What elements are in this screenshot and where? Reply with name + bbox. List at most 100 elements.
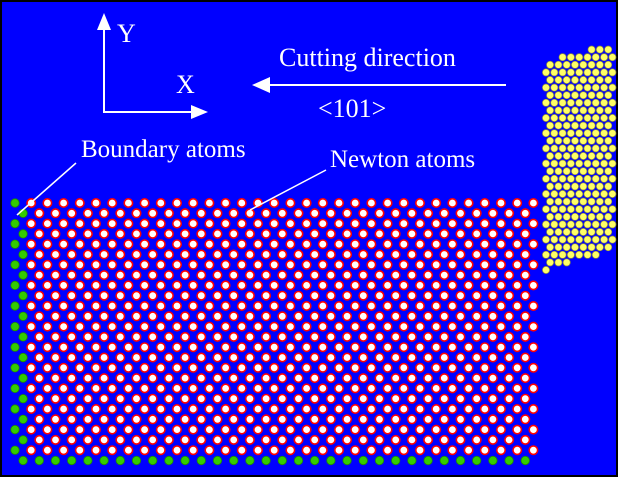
newton-atom — [244, 434, 255, 445]
newton-atom — [325, 331, 336, 342]
newton-atom — [131, 434, 142, 445]
newton-atom — [309, 434, 320, 445]
newton-atom — [382, 218, 393, 229]
newton-atom — [520, 434, 531, 445]
newton-atom — [390, 270, 401, 281]
newton-atom — [74, 259, 85, 270]
newton-atom — [74, 403, 85, 414]
newton-atom — [50, 270, 61, 281]
newton-atom — [350, 403, 361, 414]
newton-atom — [163, 373, 174, 384]
newton-atom — [107, 362, 118, 373]
tool-atom — [566, 98, 575, 107]
tool-atom — [608, 144, 617, 153]
newton-atom — [504, 373, 515, 384]
tool-atom — [546, 76, 555, 84]
newton-atom — [455, 290, 466, 301]
workpiece-lattice — [10, 198, 539, 466]
newton-atom — [455, 249, 466, 260]
tool-atom — [566, 190, 575, 198]
tool-atom — [608, 220, 617, 229]
newton-atom — [471, 270, 482, 281]
newton-atom — [82, 290, 93, 301]
newton-atom — [317, 239, 328, 250]
newton-atom — [431, 383, 442, 394]
newton-atom — [91, 383, 102, 394]
newton-atom — [26, 239, 37, 250]
newton-atom — [366, 383, 377, 394]
newton-atom — [220, 403, 231, 414]
newton-atom — [479, 383, 490, 394]
tool-atom — [575, 235, 584, 244]
newton-atom — [261, 331, 272, 342]
newton-atom — [99, 393, 110, 404]
newton-atom — [91, 218, 102, 229]
newton-atom — [147, 414, 158, 425]
tool-atom — [604, 152, 613, 160]
tool-atom — [579, 197, 588, 206]
newton-atom — [406, 352, 417, 363]
newton-atom — [487, 249, 498, 260]
newton-atom — [212, 311, 223, 322]
coordinate-axes: Y X — [97, 13, 208, 119]
newton-atom — [358, 249, 369, 260]
newton-atom — [479, 300, 490, 311]
tool-atom — [558, 114, 567, 122]
tool-atom — [579, 228, 588, 236]
tool-atom — [608, 114, 617, 122]
tool-atom — [571, 182, 579, 191]
newton-atom — [520, 352, 531, 363]
newton-atom — [172, 280, 183, 291]
newton-atom — [512, 342, 523, 353]
newton-atom — [439, 249, 450, 260]
newton-atom — [99, 414, 110, 425]
tool-atom — [575, 174, 584, 183]
boundary-atom — [10, 424, 20, 435]
newton-atom — [34, 228, 45, 239]
tool-atom — [566, 174, 575, 183]
newton-atom — [107, 424, 118, 435]
newton-atom — [479, 259, 490, 270]
newton-atom — [42, 259, 53, 270]
newton-atom — [495, 383, 506, 394]
tool-atom — [542, 174, 550, 183]
newton-atom — [398, 218, 409, 229]
newton-atom — [390, 290, 401, 301]
newton-atom — [487, 434, 498, 445]
newton-atom — [414, 445, 425, 456]
tool-atom — [571, 121, 579, 130]
newton-atom — [374, 414, 385, 425]
newton-atom — [261, 414, 272, 425]
newton-atom — [463, 259, 474, 270]
newton-atom — [333, 342, 344, 353]
newton-atom — [42, 280, 53, 291]
newton-atom — [479, 321, 490, 332]
newton-atom — [463, 239, 474, 250]
newton-atom — [366, 362, 377, 373]
tool-atom — [600, 220, 609, 229]
newton-atom — [342, 393, 353, 404]
newton-atom — [188, 280, 199, 291]
newton-atom — [107, 445, 118, 456]
newton-atom — [244, 270, 255, 281]
newton-atom — [342, 331, 353, 342]
newton-atom — [253, 280, 264, 291]
newton-atom — [447, 424, 458, 435]
tool-atom — [587, 197, 596, 206]
newton-atom — [236, 239, 247, 250]
tool-atom — [558, 159, 567, 168]
newton-atom — [99, 270, 110, 281]
newton-atom — [366, 300, 377, 311]
boundary-atom — [10, 383, 20, 393]
newton-atom — [520, 228, 531, 239]
newton-atom — [455, 373, 466, 384]
newton-atom — [382, 259, 393, 270]
newton-atom — [455, 434, 466, 445]
tool-atom — [587, 45, 596, 54]
newton-atom — [220, 300, 231, 311]
newton-atom — [471, 311, 482, 322]
tool-atom — [554, 182, 563, 191]
newton-atom — [528, 280, 539, 291]
newton-atom — [66, 208, 77, 219]
newton-atom — [180, 290, 191, 301]
